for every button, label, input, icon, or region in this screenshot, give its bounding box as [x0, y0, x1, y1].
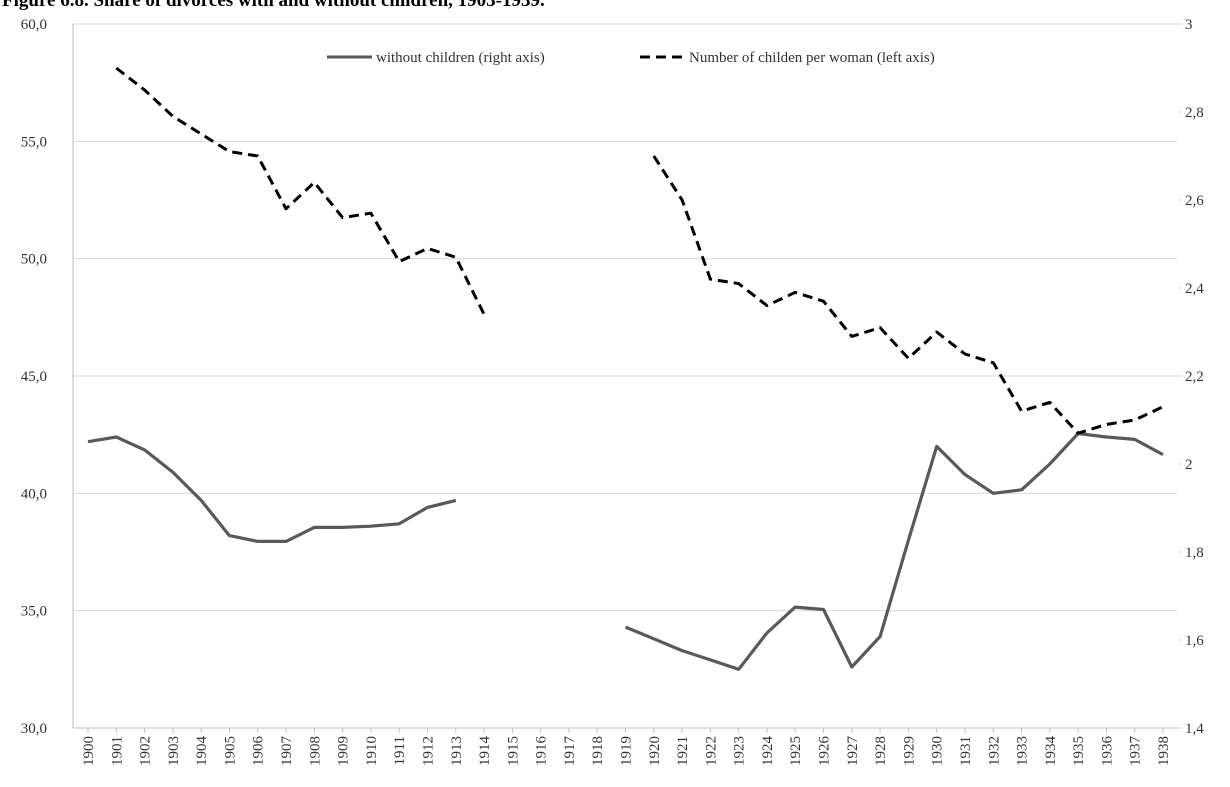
chart-title: Figure 6.8. Share of divorces with and w…	[2, 0, 545, 11]
x-tick-label: 1902	[138, 736, 154, 766]
x-tick-label: 1936	[1099, 736, 1115, 767]
x-tick-label: 1914	[477, 736, 493, 767]
x-tick-label: 1900	[81, 736, 97, 766]
x-tick-label: 1912	[420, 736, 436, 766]
x-tick-label: 1911	[392, 736, 408, 765]
x-tick-label: 1921	[675, 736, 691, 766]
x-tick-label: 1935	[1071, 736, 1087, 766]
y2-tick-label: 2	[1185, 457, 1193, 473]
x-tick-label: 1913	[449, 736, 465, 766]
x-tick-label: 1929	[901, 736, 917, 766]
x-tick-label: 1908	[307, 736, 323, 766]
x-tick-label: 1918	[590, 736, 606, 766]
legend-label: Number of childen per woman (left axis)	[689, 50, 935, 66]
x-tick-label: 1938	[1156, 736, 1172, 766]
y2-tick-label: 3	[1185, 17, 1193, 33]
x-tick-label: 1922	[703, 736, 719, 766]
x-tick-label: 1904	[194, 736, 210, 767]
y2-tick-label: 1,4	[1185, 721, 1204, 737]
x-tick-label: 1920	[647, 736, 663, 766]
x-tick-label: 1909	[336, 736, 352, 766]
x-tick-label: 1930	[930, 736, 946, 766]
y2-tick-label: 2,6	[1185, 193, 1204, 209]
series-line	[87, 431, 1164, 671]
y-tick-label: 35,0	[21, 604, 47, 620]
y2-tick-label: 2,4	[1185, 281, 1204, 297]
x-tick-label: 1933	[1015, 736, 1031, 766]
x-tick-label: 1903	[166, 736, 182, 766]
y-tick-label: 40,0	[21, 486, 47, 502]
y-tick-label: 55,0	[21, 134, 47, 150]
x-tick-label: 1924	[760, 736, 776, 767]
x-tick-label: 1937	[1128, 736, 1144, 767]
y2-tick-label: 2,2	[1185, 369, 1204, 385]
x-tick-label: 1927	[845, 736, 861, 767]
x-tick-label: 1934	[1043, 736, 1059, 767]
y-tick-label: 60,0	[21, 17, 47, 33]
y-tick-label: 45,0	[21, 369, 47, 385]
x-tick-label: 1917	[562, 736, 578, 767]
x-tick-label: 1931	[958, 736, 974, 766]
x-tick-label: 1905	[222, 736, 238, 766]
y-tick-label: 30,0	[21, 721, 47, 737]
x-tick-label: 1910	[364, 736, 380, 766]
x-tick-label: 1928	[873, 736, 889, 766]
x-tick-label: 1925	[788, 736, 804, 766]
x-tick-label: 1926	[817, 736, 833, 767]
x-tick-label: 1916	[534, 736, 550, 767]
y-tick-label: 50,0	[21, 252, 47, 268]
x-tick-label: 1907	[279, 736, 295, 767]
x-tick-label: 1901	[109, 736, 125, 766]
x-tick-label: 1923	[732, 736, 748, 766]
y2-tick-label: 1,6	[1185, 633, 1204, 649]
x-tick-label: 1932	[986, 736, 1002, 766]
x-tick-label: 1906	[251, 736, 267, 767]
y2-tick-label: 2,8	[1185, 105, 1204, 121]
series-line	[115, 66, 1164, 435]
y2-tick-label: 1,8	[1185, 545, 1204, 561]
legend-label: without children (right axis)	[376, 50, 545, 66]
x-tick-label: 1915	[505, 736, 521, 766]
x-tick-label: 1919	[619, 736, 635, 766]
